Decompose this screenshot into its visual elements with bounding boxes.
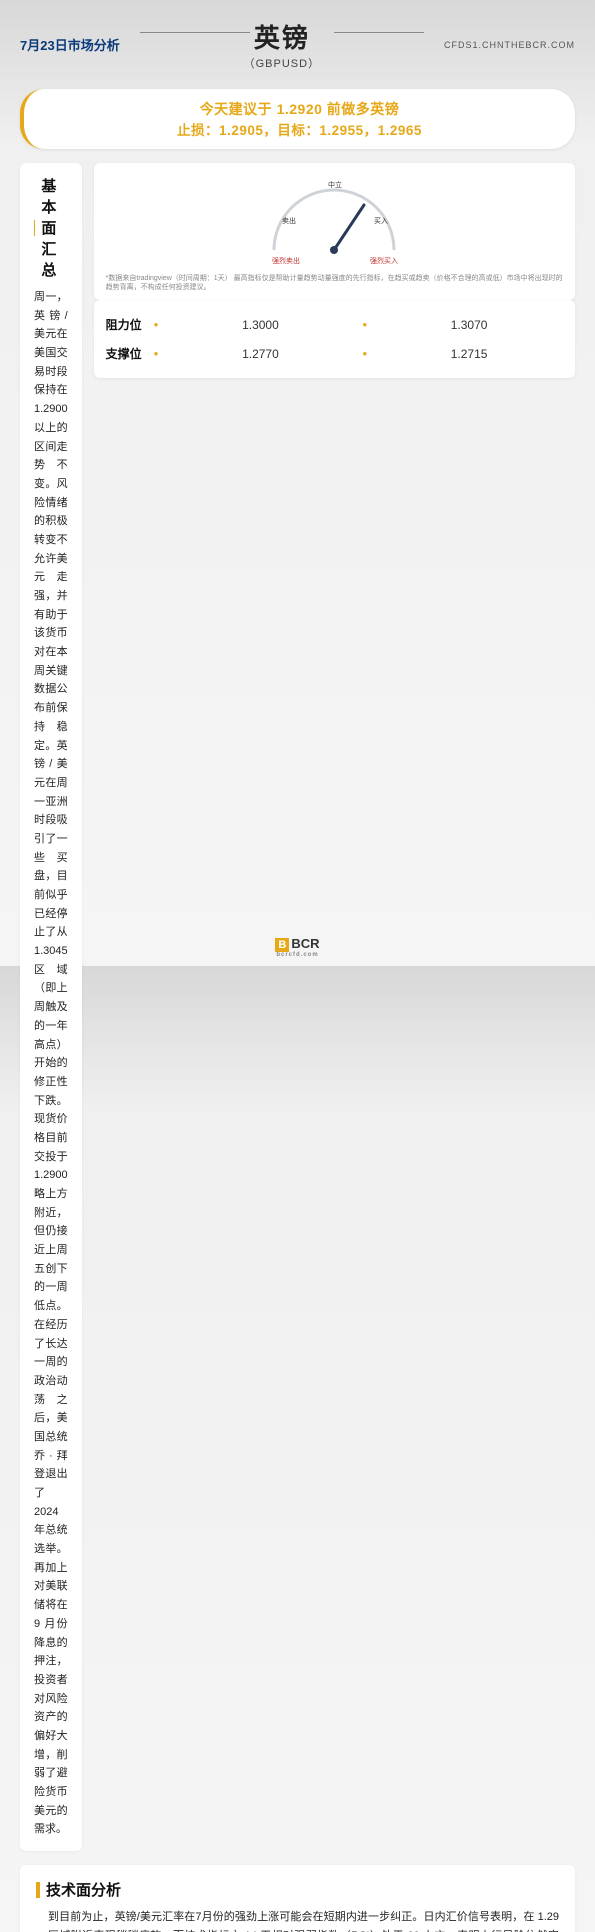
resistance-v2: 1.3070 bbox=[375, 318, 563, 332]
resistance-row: 阻力位 ● 1.3000 ● 1.3070 bbox=[106, 316, 563, 333]
resistance-label: 阻力位 bbox=[106, 316, 146, 333]
fundamental-body: 周一，英镑/美元在美国交易时段保持在1.2900以上的区间走势不变。风险情绪的积… bbox=[34, 288, 68, 1839]
page-subtitle: （GBPUSD） bbox=[120, 55, 444, 71]
reco-line2: 止损：1.2905，目标：1.2955，1.2965 bbox=[44, 119, 555, 139]
page-title: 英镑 bbox=[120, 18, 444, 55]
brand-name: BCR bbox=[291, 936, 319, 951]
fundamental-card: 基本面汇总 周一，英镑/美元在美国交易时段保持在1.2900以上的区间走势不变。… bbox=[20, 163, 82, 1851]
support-row: 支撑位 ● 1.2770 ● 1.2715 bbox=[106, 345, 563, 362]
technical-title: 技术面分析 bbox=[36, 1879, 559, 1900]
gauge-note: *数据来自tradingview（时间周期：1天） 最高指标仅是帮助计量趋势动量… bbox=[104, 270, 565, 292]
dot-icon: ● bbox=[154, 320, 159, 329]
reco-line1: 今天建议于 1.2920 前做多英镑 bbox=[44, 99, 555, 119]
gauge-buy: 买入 bbox=[374, 217, 388, 225]
site-url: CFDS1.CHNTHEBCR.COM bbox=[444, 40, 575, 50]
accent-bar-icon bbox=[36, 1882, 40, 1898]
levels-card: 阻力位 ● 1.3000 ● 1.3070 支撑位 ● 1.2770 ● 1.2… bbox=[94, 300, 575, 378]
footer: BBCR bcrcfd.com bbox=[0, 936, 595, 958]
gauge-neutral: 中立 bbox=[328, 180, 342, 189]
support-v1: 1.2770 bbox=[167, 347, 355, 361]
support-v2: 1.2715 bbox=[375, 347, 563, 361]
gauge-sell: 卖出 bbox=[282, 216, 296, 225]
title-block: 英镑 （GBPUSD） bbox=[120, 18, 444, 71]
gauge-strong-buy: 强烈买入 bbox=[370, 256, 398, 265]
dot-icon: ● bbox=[154, 349, 159, 358]
technical-title-text: 技术面分析 bbox=[46, 1879, 121, 1900]
brand-logo-icon: B bbox=[275, 938, 289, 952]
resistance-v1: 1.3000 bbox=[167, 318, 355, 332]
gauge-strong-sell: 强烈卖出 bbox=[272, 256, 300, 265]
accent-bar-icon bbox=[34, 220, 35, 236]
fundamental-title: 基本面汇总 bbox=[34, 175, 68, 280]
sentiment-gauge: 强烈卖出 卖出 中立 买入 强烈买入 *数据来自tradingview（时间周期… bbox=[94, 163, 575, 300]
footer-sub: bcrcfd.com bbox=[0, 952, 595, 958]
date-label: 7月23日市场分析 bbox=[20, 35, 120, 54]
dot-icon: ● bbox=[362, 320, 367, 329]
technical-card: 技术面分析 到目前为止，英镑/美元汇率在7月份的强劲上涨可能会在短期内进一步纠正… bbox=[20, 1865, 575, 1932]
dot-icon: ● bbox=[362, 349, 367, 358]
support-label: 支撑位 bbox=[106, 345, 146, 362]
technical-body: 到目前为止，英镑/美元汇率在7月份的强劲上涨可能会在短期内进一步纠正。日内汇价信… bbox=[36, 1908, 559, 1932]
recommendation-box: 今天建议于 1.2920 前做多英镑 止损：1.2905，目标：1.2955，1… bbox=[20, 89, 575, 149]
gauge-svg: 强烈卖出 卖出 中立 买入 强烈买入 bbox=[254, 175, 414, 265]
fundamental-title-text: 基本面汇总 bbox=[41, 175, 67, 280]
